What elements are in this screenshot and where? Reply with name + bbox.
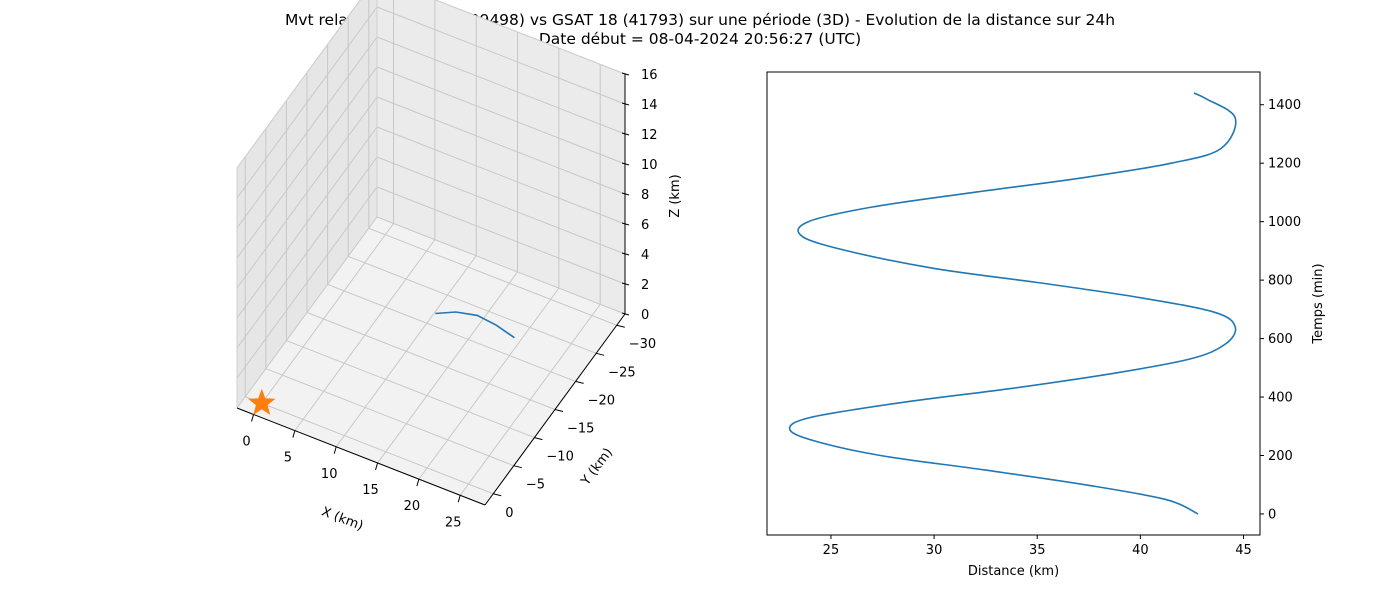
y-tick-mark — [513, 465, 522, 469]
y-tick-label: −20 — [588, 393, 615, 408]
x-tick-mark — [333, 446, 337, 454]
x-tick-label: 30 — [926, 543, 943, 558]
y-tick-label: −10 — [546, 450, 573, 465]
y-tick-label: −15 — [567, 422, 594, 437]
grid-line-z-left — [236, 96, 378, 289]
x-tick-label: 40 — [1132, 543, 1149, 558]
y-tick-label: 800 — [1268, 274, 1293, 289]
x-axis-line — [236, 407, 486, 506]
grid-line-z-back — [376, 96, 626, 195]
y-axis-label: Temps (min) — [1311, 263, 1326, 344]
x-tick-mark — [292, 430, 296, 438]
grid-line-z-left — [236, 66, 378, 259]
grid-line-z-back — [376, 216, 626, 315]
series-line-trajectory — [435, 311, 515, 339]
z-tick-mark — [621, 162, 630, 166]
y-axis-label: Y (km) — [578, 445, 616, 489]
y-tick-mark — [616, 324, 625, 328]
x-tick-label: 20 — [404, 499, 421, 514]
x-tick-label: 15 — [362, 483, 379, 498]
z-tick-mark — [621, 222, 630, 226]
x-tick-label: 35 — [1029, 543, 1046, 558]
grid-line-z-back — [376, 36, 626, 135]
grid-line-z-back — [376, 156, 626, 255]
x-tick-label: 45 — [1235, 543, 1252, 558]
z-tick-label: 8 — [641, 188, 649, 203]
plot-frame — [766, 71, 1261, 536]
series-line-distance — [788, 92, 1237, 515]
grid-line-y-floor — [368, 227, 617, 326]
grid-line-z-left — [236, 216, 378, 409]
x-tick-label: 0 — [242, 434, 250, 449]
grid-line-z-left — [236, 186, 378, 379]
plot-distance-evolution: 25 30 35 40 45 0 200 400 600 800 1000 1200 1400 Dista… — [766, 71, 1326, 579]
z-tick-mark — [621, 72, 630, 76]
y-tick-label: 1400 — [1268, 98, 1301, 113]
figure-title-line2: Date début = 08-04-2024 20:56:27 (UTC) — [539, 30, 861, 48]
z-tick-label: 2 — [641, 278, 649, 293]
grid-line-z-back — [376, 186, 626, 285]
z-tick-label: 14 — [641, 98, 658, 113]
x-tick-label: 25 — [445, 515, 462, 530]
y-tick-mark — [534, 437, 543, 441]
x-axis-label: X (km) — [319, 504, 365, 534]
y-tick-mark — [575, 380, 584, 384]
y-tick-label: 400 — [1268, 391, 1293, 406]
y-tick-mark — [493, 493, 502, 497]
x-tick-label: 10 — [321, 467, 338, 482]
z-tick-label: 16 — [641, 68, 658, 83]
z-tick-label: 12 — [641, 128, 658, 143]
z-tick-mark — [621, 312, 630, 316]
marker-star-origin — [248, 388, 276, 415]
y-tick-mark — [596, 352, 605, 356]
y-tick-mark — [554, 409, 564, 412]
grid-line-z-left — [236, 36, 378, 229]
grid-line-y-floor — [347, 255, 597, 354]
z-tick-mark — [621, 132, 630, 136]
z-axis-label: Z (km) — [668, 174, 683, 217]
z-tick-mark — [621, 102, 630, 106]
y-tick-label: −25 — [608, 365, 635, 380]
y-tick-label: 600 — [1268, 332, 1293, 347]
grid-line-z-left — [236, 6, 378, 199]
y-tick-label: 1000 — [1268, 215, 1301, 230]
y-tick-label: −5 — [526, 478, 545, 493]
y-tick-label: 200 — [1268, 449, 1293, 464]
grid-line-y-floor — [327, 283, 576, 382]
x-tick-mark — [251, 414, 255, 422]
pane-edge — [434, 0, 626, 75]
grid-line-y-floor — [265, 368, 515, 467]
grid-line-z-back — [376, 6, 626, 105]
x-tick-label: 25 — [823, 543, 840, 558]
grid-line-z-left — [236, 126, 378, 319]
grid-line-y-floor — [306, 312, 556, 410]
z-tick-mark — [621, 192, 630, 196]
z-tick-label: 6 — [641, 218, 649, 233]
x-tick-mark — [375, 462, 379, 471]
grid-line-z-left — [236, 156, 378, 349]
z-tick-label: 4 — [641, 248, 649, 263]
y-tick-label: 0 — [1268, 507, 1276, 522]
z-tick-label: 0 — [641, 308, 649, 323]
x-axis-label: Distance (km) — [968, 564, 1059, 579]
y-tick-label: 0 — [505, 506, 513, 521]
x-tick-mark — [457, 495, 461, 503]
pane-edge — [236, 0, 361, 169]
grid-line-z-back — [376, 66, 626, 165]
grid-line-z-back — [376, 126, 626, 225]
plot-3d-relative-motion: 0 5 10 15 20 25 0 −5−10 −15 −20 −25 −30 0 2 4 6 8 10 12 14 1… — [236, 0, 683, 534]
y-tick-label: 1200 — [1268, 157, 1301, 172]
y-tick-label: −30 — [629, 337, 656, 352]
x-tick-label: 5 — [284, 451, 292, 466]
pane-back-xz — [377, 0, 625, 314]
grid-line-y-floor — [245, 396, 494, 495]
z-tick-mark — [621, 282, 630, 286]
z-tick-mark — [621, 252, 630, 256]
x-tick-mark — [416, 478, 420, 487]
grid-line-y-floor — [286, 340, 535, 439]
z-tick-label: 10 — [641, 158, 658, 173]
